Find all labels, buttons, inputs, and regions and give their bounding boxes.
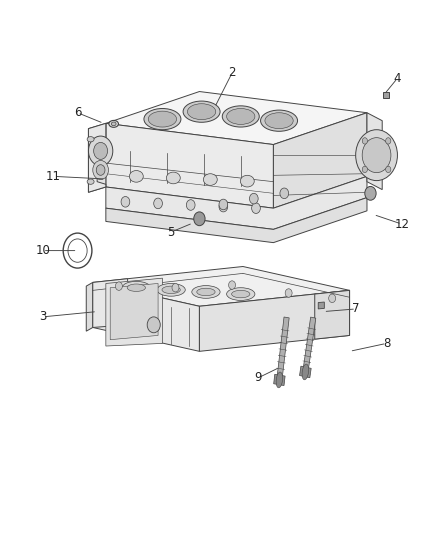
Text: 5: 5 [167, 225, 175, 239]
Circle shape [285, 289, 292, 297]
Text: 3: 3 [39, 310, 46, 324]
Ellipse shape [240, 175, 254, 187]
Circle shape [172, 284, 179, 292]
Circle shape [362, 166, 367, 173]
Circle shape [116, 282, 122, 290]
Circle shape [229, 281, 236, 289]
Circle shape [154, 198, 162, 209]
Polygon shape [93, 282, 199, 351]
Polygon shape [300, 366, 311, 378]
Ellipse shape [302, 364, 309, 380]
Ellipse shape [265, 113, 293, 128]
Polygon shape [106, 198, 367, 243]
Circle shape [252, 203, 260, 214]
Circle shape [362, 138, 391, 173]
Polygon shape [93, 266, 350, 306]
Ellipse shape [111, 122, 116, 126]
Ellipse shape [187, 104, 216, 119]
Circle shape [147, 317, 160, 333]
Ellipse shape [162, 286, 180, 294]
Polygon shape [106, 176, 367, 229]
Polygon shape [277, 317, 289, 376]
Circle shape [328, 294, 336, 303]
Text: 10: 10 [35, 244, 50, 257]
Circle shape [280, 188, 289, 199]
Polygon shape [199, 290, 350, 351]
Polygon shape [274, 374, 285, 385]
Polygon shape [273, 113, 367, 208]
Ellipse shape [226, 288, 255, 301]
Polygon shape [315, 290, 350, 339]
Circle shape [194, 212, 205, 225]
Circle shape [356, 130, 397, 181]
Ellipse shape [232, 290, 250, 298]
Ellipse shape [87, 179, 94, 184]
Polygon shape [88, 123, 106, 192]
Polygon shape [106, 278, 162, 346]
Circle shape [385, 166, 391, 173]
Polygon shape [106, 123, 273, 208]
Polygon shape [88, 123, 106, 192]
Ellipse shape [197, 288, 215, 296]
Polygon shape [318, 302, 324, 309]
Circle shape [365, 187, 376, 200]
Circle shape [250, 193, 258, 204]
Ellipse shape [222, 106, 259, 127]
Ellipse shape [261, 110, 297, 131]
Text: 11: 11 [46, 170, 61, 183]
Ellipse shape [157, 284, 185, 296]
Ellipse shape [127, 284, 145, 292]
Circle shape [385, 138, 391, 144]
Polygon shape [304, 317, 316, 368]
Text: 12: 12 [394, 217, 409, 231]
Ellipse shape [148, 111, 177, 127]
Text: 2: 2 [228, 67, 236, 79]
Ellipse shape [122, 281, 150, 294]
Polygon shape [93, 279, 127, 327]
Ellipse shape [226, 109, 255, 124]
Ellipse shape [87, 136, 94, 142]
Ellipse shape [166, 172, 180, 184]
Polygon shape [110, 284, 158, 340]
Polygon shape [383, 92, 389, 98]
Circle shape [219, 201, 228, 212]
Text: 8: 8 [383, 337, 390, 350]
Ellipse shape [129, 171, 143, 182]
Circle shape [94, 142, 108, 159]
Text: 7: 7 [352, 302, 360, 316]
Circle shape [88, 136, 113, 166]
Polygon shape [106, 92, 367, 144]
Ellipse shape [192, 286, 220, 298]
Text: 6: 6 [74, 106, 81, 119]
Circle shape [186, 200, 195, 211]
Ellipse shape [183, 101, 220, 122]
Circle shape [362, 138, 367, 144]
Ellipse shape [276, 372, 283, 388]
Polygon shape [367, 113, 382, 190]
Circle shape [96, 165, 105, 175]
Circle shape [121, 197, 130, 207]
Text: 9: 9 [254, 372, 262, 384]
Ellipse shape [203, 174, 217, 185]
Circle shape [93, 160, 109, 180]
Circle shape [219, 199, 228, 210]
Polygon shape [86, 282, 93, 331]
Text: 4: 4 [394, 72, 401, 85]
Ellipse shape [144, 109, 181, 130]
Ellipse shape [109, 120, 118, 127]
